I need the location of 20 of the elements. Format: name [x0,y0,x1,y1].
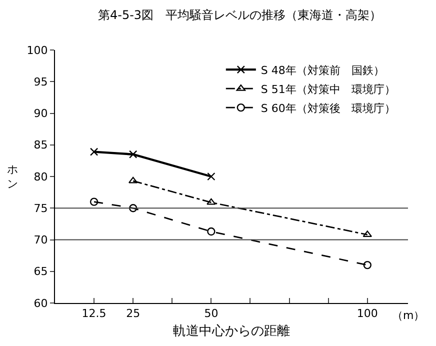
chart-title: 第4-5-3図 平均騒音レベルの推移（東海道・高架） [98,8,382,22]
x-tick-label: 50 [204,307,218,320]
y-tick-label: 75 [34,202,48,215]
x-tick-label: 100 [356,307,378,320]
y-tick-label: 60 [34,296,48,310]
y-tick-label: 70 [34,234,48,247]
y-tick-label: 90 [34,107,48,120]
y-axis-title: ホン [7,163,18,190]
y-tick-label: 95 [34,75,48,88]
legend-label: S 48年（対策前 国鉄） [260,64,384,77]
x-tick-label: 12.5 [82,307,106,320]
x-axis-title: 軌道中心からの距離 [173,322,290,339]
legend-label: S 60年（対策後 環境庁） [260,102,396,115]
y-tick-label: 80 [34,170,48,184]
legend-label: S 51年（対策中 環境庁） [260,82,396,96]
x-tick-label: 25 [126,307,140,320]
y-tick-label: 85 [34,138,48,152]
text: （m） [392,309,425,322]
y-tick-label: 65 [34,265,48,278]
y-tick-label: 100 [26,44,48,57]
